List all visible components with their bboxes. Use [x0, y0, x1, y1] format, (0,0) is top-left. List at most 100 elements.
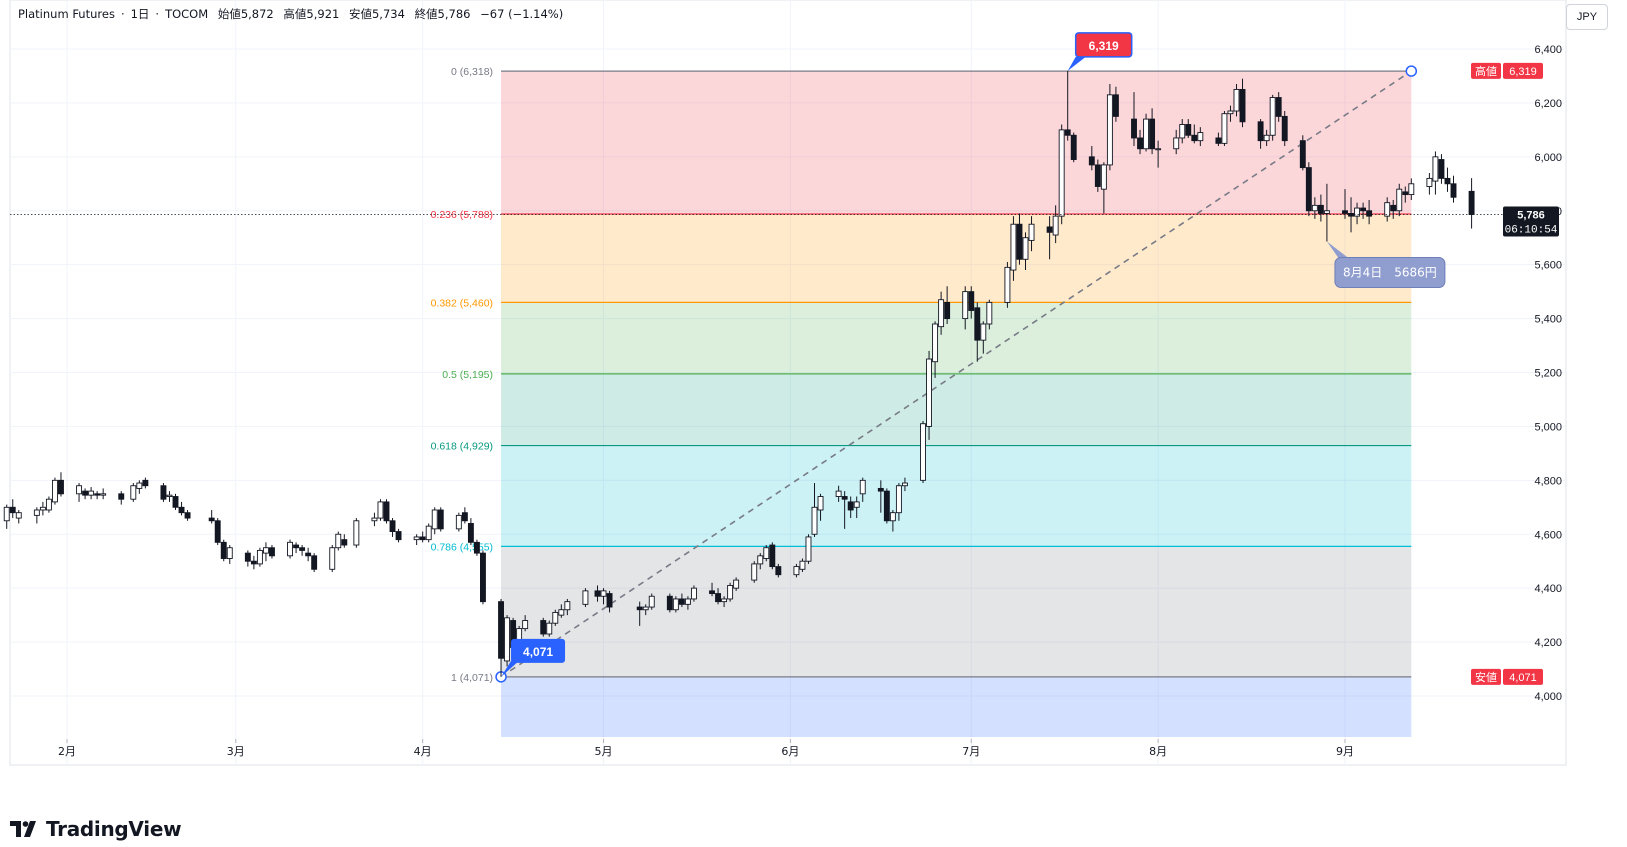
candle: [841, 491, 848, 529]
candle-body: [1450, 183, 1457, 198]
fibonacci-level-label: 1 (4,071): [451, 672, 493, 684]
candle-body: [1004, 266, 1011, 303]
candle-body: [552, 611, 559, 624]
interval[interactable]: 1日: [130, 7, 150, 21]
candle-body: [142, 479, 149, 487]
candle-body: [100, 493, 107, 496]
candle-body: [118, 493, 125, 500]
tradingview-logo[interactable]: TradingView: [10, 817, 182, 841]
candle-body: [859, 479, 866, 495]
candle-body: [1155, 148, 1162, 151]
candle: [82, 488, 89, 500]
candle: [461, 507, 468, 524]
candle: [45, 496, 52, 513]
candle: [835, 485, 842, 502]
candle: [558, 604, 565, 618]
candle-body: [371, 517, 378, 522]
candle-body: [51, 479, 58, 503]
candle-body: [938, 299, 945, 328]
candle: [250, 555, 257, 570]
chart-grid: [9, 0, 1567, 766]
candle: [172, 493, 179, 510]
candle-body: [847, 501, 854, 511]
candle: [1366, 199, 1373, 225]
candle-body: [94, 493, 101, 496]
candle-body: [425, 525, 432, 541]
candle: [1179, 119, 1186, 144]
candle: [642, 604, 649, 616]
candle-body: [82, 490, 89, 496]
candle-body: [721, 598, 728, 603]
candle-body: [1269, 97, 1276, 136]
candle: [944, 286, 951, 324]
candle-body: [1263, 134, 1270, 142]
candle-body: [58, 479, 64, 495]
candle-body: [727, 585, 734, 600]
symbol-name[interactable]: Platinum Futures: [18, 7, 115, 21]
fibonacci-band: [501, 445, 1412, 547]
candle: [1275, 92, 1282, 122]
candle: [498, 598, 504, 677]
candle-body: [733, 579, 740, 589]
candle-body: [250, 560, 257, 565]
low-marker-box: [511, 638, 566, 663]
candle-body: [666, 595, 673, 611]
candle: [968, 286, 975, 319]
candle-body: [431, 509, 438, 530]
candle-body: [1305, 167, 1312, 212]
candle-body: [473, 541, 480, 554]
candle: [1233, 84, 1240, 117]
candle-body: [178, 506, 185, 514]
candle-body: [1191, 134, 1198, 142]
candle-body: [1131, 118, 1137, 139]
candle-body: [130, 485, 137, 500]
candle-body: [88, 490, 95, 496]
candle-body: [546, 622, 553, 635]
candle-body: [1426, 177, 1433, 187]
candle-body: [522, 620, 529, 630]
candle: [184, 509, 191, 521]
candle: [1100, 162, 1107, 214]
candle-body: [684, 598, 691, 605]
candle-body: [1185, 124, 1192, 136]
candle-body: [811, 506, 818, 535]
candle: [33, 507, 40, 524]
candle: [1004, 261, 1011, 308]
x-tick-label: 8月: [1149, 745, 1167, 758]
currency-button[interactable]: JPY: [1566, 4, 1608, 30]
candle-body: [1408, 183, 1415, 196]
candle: [1438, 154, 1445, 184]
candle-body: [383, 501, 390, 522]
candle-body: [901, 482, 908, 487]
candle-body: [1233, 88, 1240, 112]
candle: [552, 609, 559, 626]
candle: [1450, 175, 1457, 203]
candle-body: [1323, 210, 1330, 214]
candle-body: [793, 566, 800, 576]
candle-body: [419, 536, 426, 541]
candle-body: [600, 590, 607, 597]
candle-body: [672, 598, 679, 611]
candle: [751, 561, 758, 583]
exchange: TOCOM: [165, 7, 209, 21]
candle: [1022, 232, 1029, 271]
candle: [1016, 213, 1023, 265]
candle-body: [1016, 223, 1023, 260]
candle-body: [690, 587, 697, 600]
candle-body: [642, 606, 649, 611]
candle: [1305, 162, 1312, 217]
candle: [1046, 216, 1053, 260]
fibonacci-band: [501, 546, 1412, 677]
candle: [3, 504, 10, 529]
symbol-info-bar: Platinum Futures · 1日 · TOCOM 始値5,872 高値5,92…: [18, 7, 564, 21]
candle-body: [287, 541, 293, 557]
candle: [1257, 119, 1264, 149]
candle-body: [504, 617, 511, 662]
candle: [757, 553, 764, 570]
candle: [1396, 183, 1403, 217]
candle-body: [636, 606, 643, 611]
candle-body: [1384, 202, 1391, 217]
candle-body: [136, 482, 143, 489]
candle-body: [817, 496, 824, 511]
